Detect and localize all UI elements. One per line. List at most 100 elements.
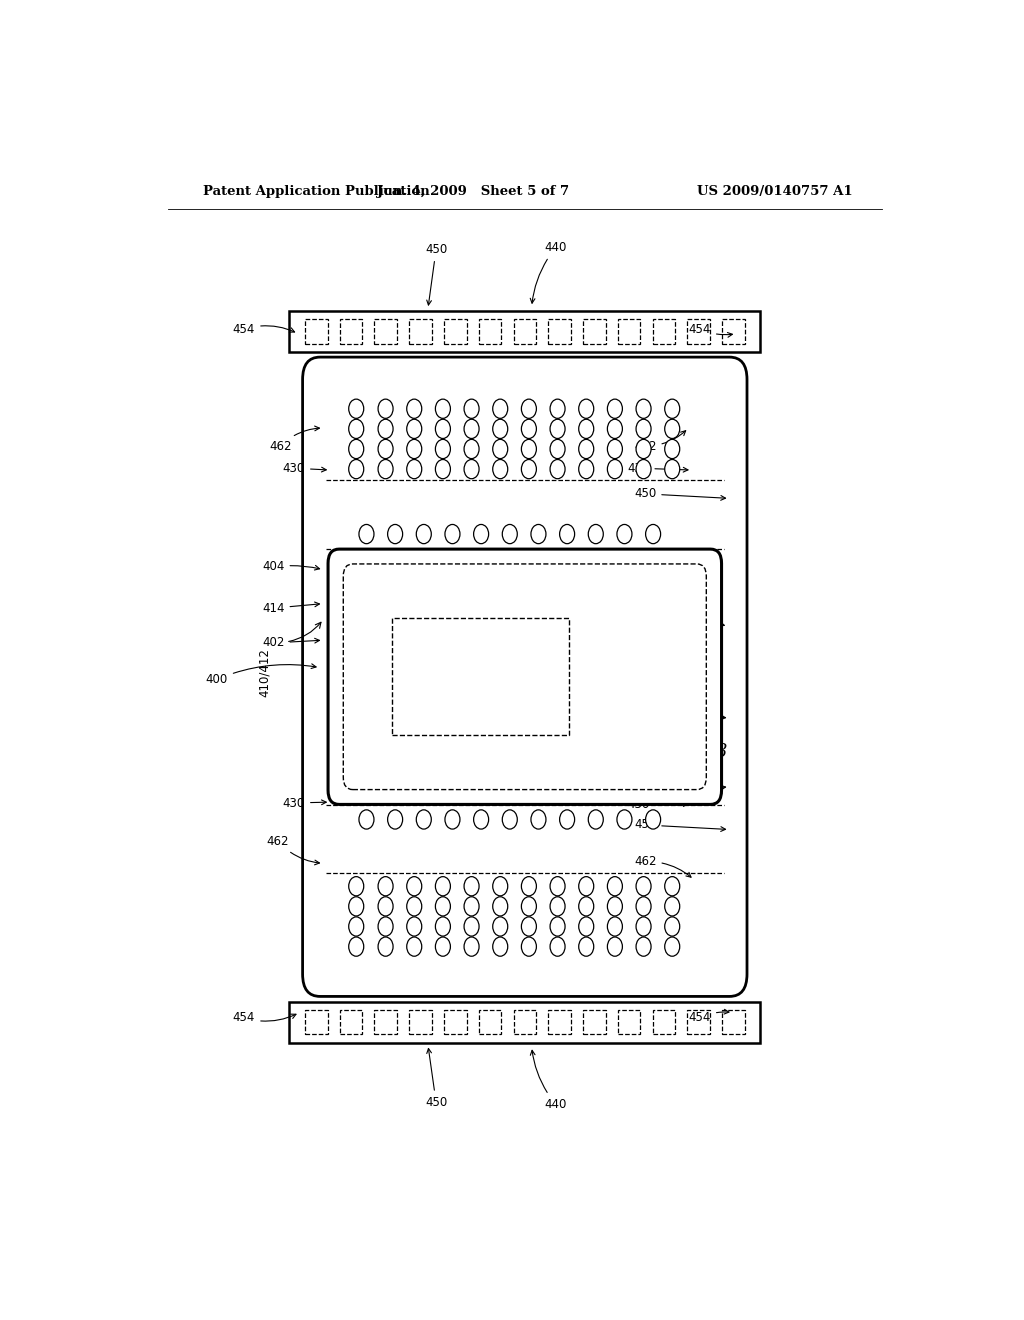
Circle shape [407, 876, 422, 896]
Circle shape [435, 876, 451, 896]
Bar [290, 312, 760, 352]
Bar [375, 1010, 397, 1035]
Text: 414: 414 [641, 706, 726, 719]
Circle shape [636, 399, 651, 418]
Circle shape [464, 917, 479, 936]
Circle shape [607, 876, 623, 896]
Bar [583, 1010, 605, 1035]
Bar [687, 319, 710, 343]
Circle shape [388, 524, 402, 544]
Circle shape [493, 420, 508, 438]
Text: 402: 402 [262, 636, 319, 649]
Text: 454: 454 [688, 322, 732, 337]
Circle shape [579, 420, 594, 438]
Circle shape [417, 810, 431, 829]
Bar [375, 319, 397, 343]
Text: 424: 424 [642, 622, 724, 639]
Circle shape [493, 917, 508, 936]
Bar [444, 319, 467, 343]
Bar [513, 319, 537, 343]
Circle shape [349, 440, 364, 458]
Circle shape [550, 459, 565, 479]
Circle shape [378, 917, 393, 936]
Circle shape [550, 917, 565, 936]
Circle shape [521, 420, 537, 438]
Bar [583, 319, 605, 343]
Bar [652, 319, 675, 343]
Text: 404: 404 [642, 775, 726, 789]
Circle shape [378, 896, 393, 916]
Circle shape [464, 420, 479, 438]
Text: 430: 430 [283, 796, 327, 809]
Circle shape [435, 399, 451, 418]
Circle shape [378, 459, 393, 479]
Text: FIG. 8: FIG. 8 [672, 743, 728, 760]
Bar [479, 1010, 502, 1035]
Text: 462: 462 [269, 426, 319, 453]
Circle shape [530, 810, 546, 829]
Bar [548, 319, 570, 343]
Circle shape [588, 524, 603, 544]
Bar [617, 1010, 640, 1035]
Bar [444, 1010, 467, 1035]
Circle shape [550, 896, 565, 916]
Circle shape [474, 524, 488, 544]
Text: Jun. 4, 2009   Sheet 5 of 7: Jun. 4, 2009 Sheet 5 of 7 [377, 185, 569, 198]
Text: 440: 440 [530, 1051, 566, 1110]
Circle shape [521, 459, 537, 479]
Circle shape [493, 399, 508, 418]
Text: 414: 414 [262, 602, 319, 615]
Circle shape [407, 896, 422, 916]
Bar [548, 1010, 570, 1035]
Text: 440: 440 [530, 242, 566, 304]
Circle shape [349, 876, 364, 896]
Text: 410/412: 410/412 [258, 648, 270, 697]
Circle shape [407, 420, 422, 438]
Circle shape [607, 399, 623, 418]
FancyBboxPatch shape [328, 549, 722, 804]
Circle shape [636, 459, 651, 479]
Circle shape [349, 459, 364, 479]
Circle shape [503, 810, 517, 829]
Bar [392, 618, 569, 735]
Circle shape [435, 937, 451, 956]
Text: 454: 454 [688, 1010, 729, 1024]
Circle shape [579, 399, 594, 418]
Text: 430: 430 [627, 799, 688, 812]
Circle shape [378, 440, 393, 458]
Circle shape [607, 440, 623, 458]
Circle shape [579, 459, 594, 479]
Circle shape [579, 917, 594, 936]
Bar [479, 319, 502, 343]
Circle shape [607, 917, 623, 936]
Circle shape [493, 937, 508, 956]
Circle shape [349, 917, 364, 936]
Text: US 2009/0140757 A1: US 2009/0140757 A1 [697, 185, 853, 198]
Circle shape [417, 524, 431, 544]
Circle shape [665, 420, 680, 438]
Circle shape [665, 876, 680, 896]
Circle shape [464, 440, 479, 458]
Circle shape [493, 459, 508, 479]
Circle shape [388, 810, 402, 829]
Circle shape [636, 876, 651, 896]
Text: 462: 462 [634, 855, 691, 878]
Text: 450: 450 [425, 1048, 447, 1109]
Text: 450: 450 [634, 487, 726, 500]
Circle shape [493, 440, 508, 458]
Circle shape [579, 937, 594, 956]
Circle shape [349, 420, 364, 438]
Circle shape [521, 917, 537, 936]
Circle shape [616, 810, 632, 829]
Circle shape [665, 937, 680, 956]
Text: 408: 408 [395, 652, 418, 668]
Bar [290, 1002, 760, 1043]
Circle shape [474, 810, 488, 829]
Circle shape [645, 810, 660, 829]
Text: 450: 450 [425, 243, 447, 305]
Circle shape [521, 399, 537, 418]
Circle shape [550, 399, 565, 418]
Circle shape [521, 937, 537, 956]
Circle shape [493, 896, 508, 916]
Text: 430: 430 [627, 462, 688, 475]
